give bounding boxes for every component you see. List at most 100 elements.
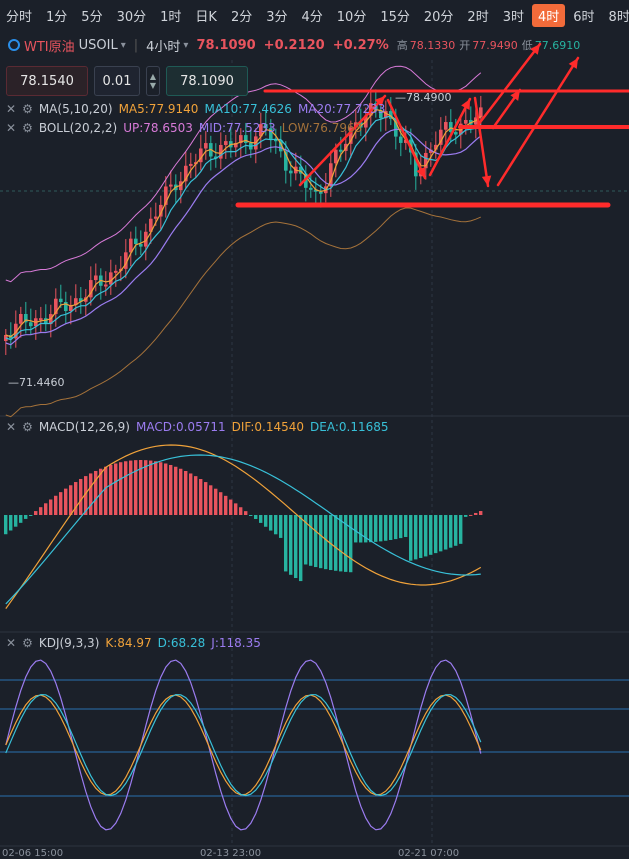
close-icon[interactable]: ✕ [6, 636, 17, 650]
candle [339, 149, 343, 152]
candle [414, 152, 418, 177]
tab-timeframe[interactable]: 3分 [266, 9, 288, 25]
macd-bar [89, 473, 93, 515]
candle [219, 144, 223, 159]
tab-timeframe[interactable]: 4分 [301, 9, 323, 25]
tab-timeframe[interactable]: 1分 [46, 9, 68, 25]
candle [129, 238, 133, 253]
price-change-pct: +0.27% [332, 37, 389, 53]
price-change: +0.2120 [263, 37, 325, 53]
tab-timeframe[interactable]: 10分 [336, 9, 367, 25]
macd-bar [429, 515, 433, 555]
candle [109, 272, 113, 285]
candle [464, 119, 468, 124]
candle [404, 139, 408, 143]
candle [74, 298, 78, 305]
candle [274, 139, 278, 142]
annotation-arrowhead [416, 167, 426, 178]
candle [184, 165, 188, 182]
macd-bar [144, 460, 148, 515]
macd-bar [139, 460, 143, 515]
macd-bar [414, 515, 418, 560]
macd-bar [49, 499, 53, 515]
settings-icon[interactable]: ⚙ [22, 102, 33, 116]
macd-bar [239, 507, 243, 515]
boll-mid-value: MID:77.5233 [198, 121, 276, 135]
candle [69, 304, 73, 312]
dif-line [5, 444, 482, 609]
sell-price-button[interactable]: 78.1540 [6, 66, 88, 96]
annotation-arrow [386, 98, 427, 180]
settings-icon[interactable]: ⚙ [22, 121, 33, 135]
symbol-dropdown-icon[interactable]: ▾ [120, 39, 126, 51]
tab-timeframe[interactable]: 6时 [573, 9, 595, 25]
interval-selector[interactable]: 4小时 [146, 39, 181, 55]
macd-bar [439, 515, 443, 552]
macd-bar [379, 515, 383, 542]
macd-bar [344, 515, 348, 572]
interval-dropdown-icon[interactable]: ▾ [183, 39, 189, 51]
tab-timeframe[interactable]: 1时 [160, 9, 182, 25]
candle [264, 124, 268, 129]
annotation-arrow [496, 56, 580, 187]
j-value: J:118.35 [211, 636, 261, 650]
tab-timeframe[interactable]: 8时 [608, 9, 629, 25]
macd-bar [34, 511, 38, 515]
x-axis-label: 02-06 15:00 [2, 848, 64, 859]
close-icon[interactable]: ✕ [6, 102, 17, 116]
ma-legend: ✕ ⚙ MA(5,10,20) MA5:77.9140 MA10:77.4626… [6, 102, 385, 116]
tab-timeframe[interactable]: 20分 [423, 9, 454, 25]
candle [269, 128, 273, 140]
macd-label: MACD(12,26,9) [38, 420, 130, 434]
candle [94, 275, 98, 281]
settings-icon[interactable]: ⚙ [22, 420, 33, 434]
close-icon[interactable]: ✕ [6, 420, 17, 434]
tab-timeframe[interactable]: 5分 [81, 9, 103, 25]
candle [394, 118, 398, 137]
annotation-arrow [473, 96, 490, 188]
macd-legend: ✕ ⚙ MACD(12,26,9) MACD:0.05711 DIF:0.145… [6, 420, 389, 434]
candle [64, 302, 68, 312]
candle [54, 298, 58, 315]
tab-timeframe[interactable]: 2分 [230, 9, 253, 25]
buy-price-button[interactable]: 78.1090 [166, 66, 248, 96]
symbol-code[interactable]: USOIL [78, 37, 118, 53]
close-icon[interactable]: ✕ [6, 121, 17, 135]
macd-bar [39, 507, 43, 515]
symbol-name[interactable]: WTI原油 [24, 39, 75, 55]
macd-bar [214, 488, 218, 515]
macd-bar [339, 515, 343, 572]
candle [459, 123, 463, 135]
tab-timeframe[interactable]: 15分 [380, 9, 410, 25]
candle [29, 322, 33, 327]
macd-bar [474, 512, 478, 515]
tab-timeframe[interactable]: 3时 [502, 9, 524, 25]
macd-bar [394, 515, 398, 540]
boll-label: BOLL(20,2,2) [38, 121, 118, 135]
tab-timeframe[interactable]: 日K [195, 9, 217, 25]
macd-bar [374, 515, 378, 542]
macd-bar [279, 515, 283, 538]
macd-bar [389, 515, 393, 540]
macd-bar [329, 515, 333, 571]
ma20-line [5, 128, 482, 346]
candle [434, 144, 438, 150]
quantity-input[interactable]: 0.01 [94, 66, 140, 96]
tab-timeframe[interactable]: 4时 [531, 3, 566, 27]
candle [214, 156, 218, 159]
candle [134, 238, 138, 245]
tab-timeframe[interactable]: 2时 [467, 9, 489, 25]
high-mark-label: —78.4900 [395, 91, 452, 104]
candle [299, 166, 303, 174]
tab-timeframe[interactable]: 分时 [6, 9, 33, 25]
stepper-icon[interactable]: ▲ ▼ [146, 66, 160, 96]
candle [199, 148, 203, 163]
tab-timeframe[interactable]: 30分 [116, 9, 147, 25]
macd-bar [409, 515, 413, 561]
candle [189, 163, 193, 166]
macd-bar [294, 515, 298, 579]
settings-icon[interactable]: ⚙ [22, 636, 33, 650]
high-label: 高 [396, 39, 408, 52]
candle [314, 189, 318, 192]
